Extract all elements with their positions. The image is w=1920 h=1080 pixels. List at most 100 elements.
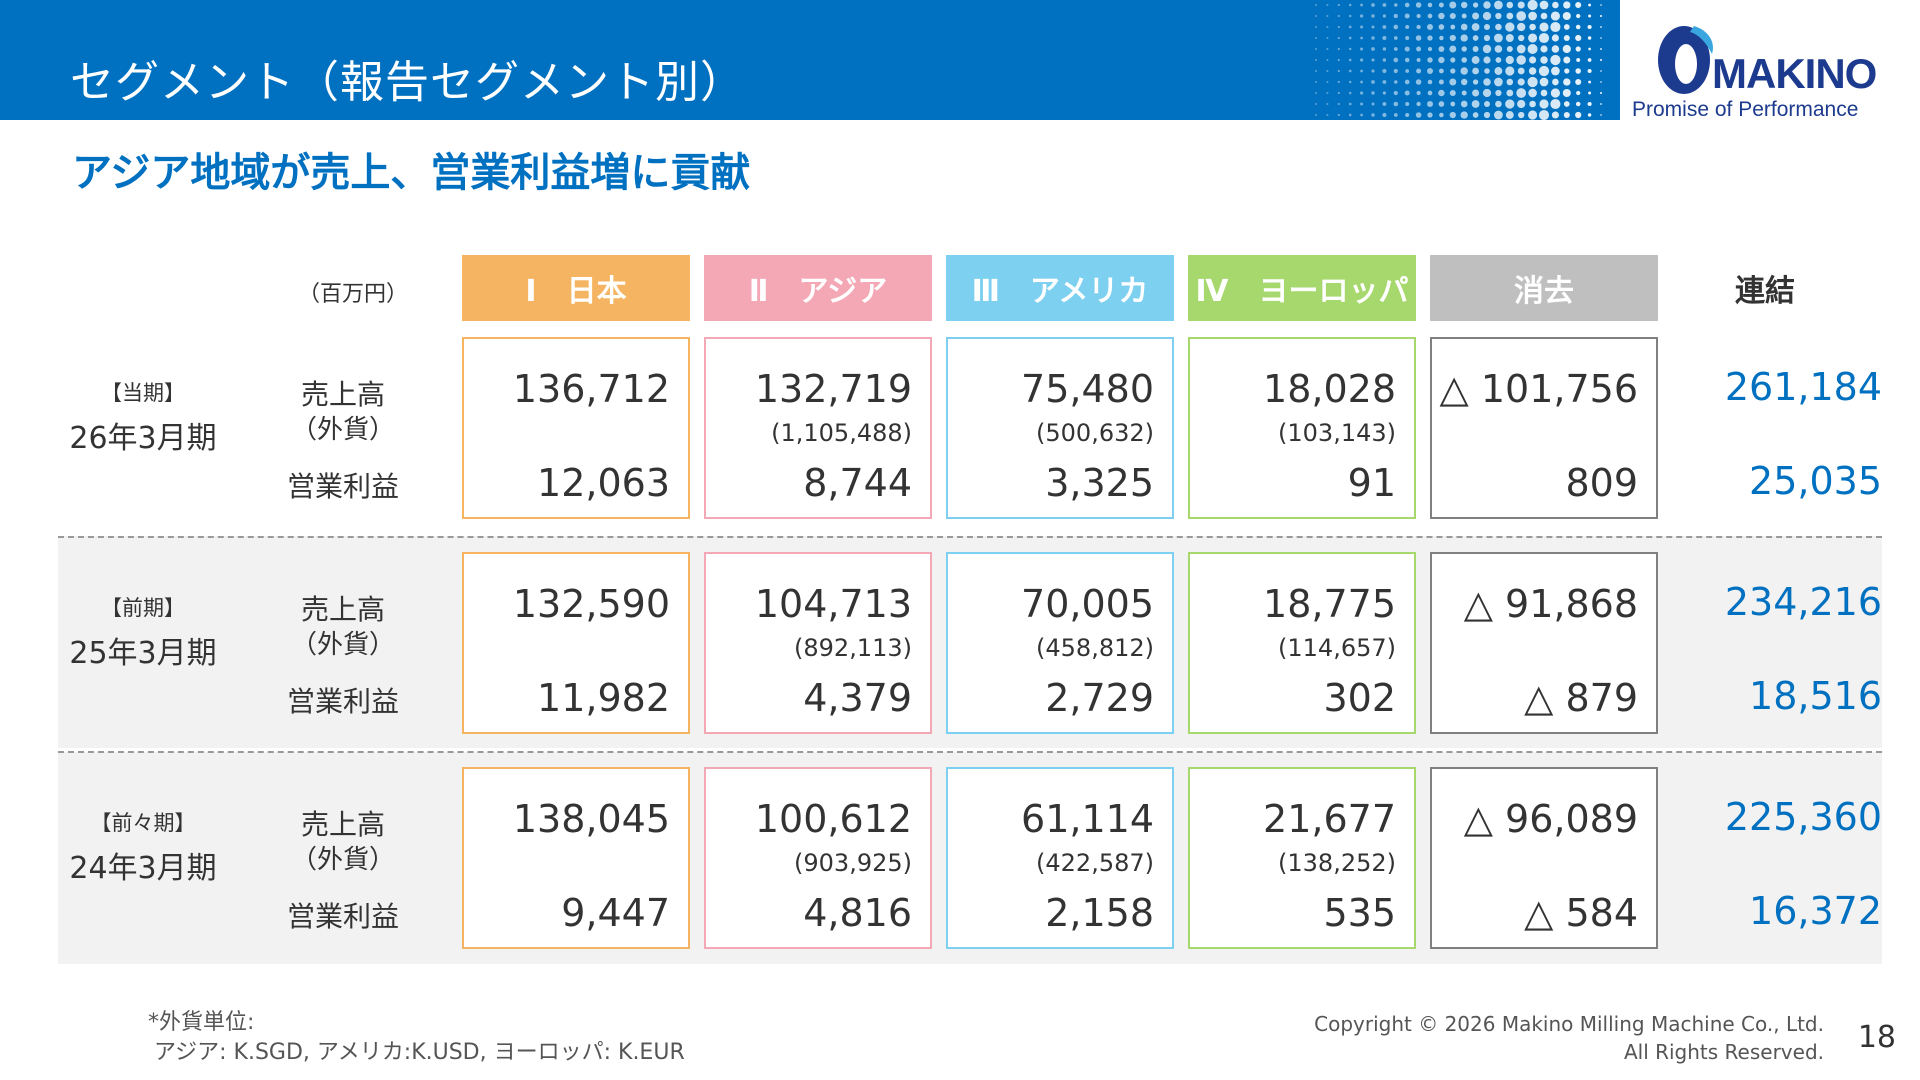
consolidated-sales-value: 225,360 [1724, 795, 1882, 839]
decor-dot [1528, 110, 1538, 120]
decor-dot [1416, 24, 1421, 30]
decor-dot [1483, 111, 1491, 119]
consolidated-sales-value: 234,216 [1724, 580, 1882, 624]
sales-value: △ 91,868 [1463, 582, 1638, 626]
decor-dot [1371, 80, 1375, 84]
decor-dot [1393, 101, 1399, 107]
segment-cell-japan: 132,590 11,982 [462, 552, 690, 734]
consolidated-operating-profit-value: 18,516 [1749, 674, 1882, 718]
column-header-america: Ⅲ アメリカ [946, 255, 1174, 321]
fx-sales-value: (138,252) [1278, 849, 1396, 877]
decor-dot [1382, 80, 1387, 84]
decor-dot [1471, 23, 1480, 31]
decor-dot [1348, 69, 1352, 73]
decor-dot [1562, 44, 1571, 54]
decor-dot [1539, 99, 1549, 109]
decor-dot [1588, 3, 1592, 7]
dot-pattern-decoration [1315, 0, 1603, 120]
copyright-rights: All Rights Reserved. [1623, 1040, 1824, 1064]
decor-dot [1529, 100, 1536, 108]
decor-dot [1599, 14, 1603, 18]
decor-dot [1449, 12, 1456, 20]
decor-dot [1360, 69, 1364, 73]
decor-dot [1575, 24, 1581, 30]
segment-cell-america: 61,114 (422,587) 2,158 [946, 767, 1174, 949]
decor-dot [1550, 54, 1561, 66]
decor-dot [1550, 21, 1561, 33]
decor-dot [1588, 91, 1592, 95]
decor-dot [1315, 92, 1317, 94]
decor-dot [1505, 111, 1514, 119]
decor-dot [1538, 32, 1550, 44]
segment-cell-europe: 18,028 (103,143) 91 [1188, 337, 1416, 519]
operating-profit-value: 2,158 [1045, 891, 1154, 935]
row-label-fx: （外貨） [290, 415, 395, 445]
decor-dot [1416, 58, 1421, 62]
decor-dot [1382, 25, 1387, 29]
decor-dot [1404, 57, 1410, 63]
decor-dot [1427, 112, 1433, 118]
decor-dot [1550, 98, 1561, 110]
decor-dot [1326, 92, 1329, 94]
decor-dot [1472, 12, 1480, 20]
decor-dot [1337, 102, 1340, 106]
decor-dot [1326, 15, 1329, 17]
footnote-title: *外貨単位: [148, 1010, 255, 1035]
decor-dot [1438, 89, 1445, 97]
decor-dot [1315, 59, 1317, 61]
period-tag: 【前期】 [101, 596, 185, 620]
operating-profit-value: 809 [1565, 461, 1638, 505]
decor-dot [1460, 111, 1468, 119]
decor-dot [1348, 58, 1352, 62]
decor-dot [1460, 67, 1468, 75]
decor-dot [1506, 12, 1514, 20]
decor-dot [1527, 0, 1538, 11]
decor-dot [1587, 24, 1592, 30]
decor-dot [1563, 24, 1570, 30]
decor-dot [1517, 22, 1526, 32]
decor-dot [1472, 112, 1479, 118]
fx-sales-value: (1,105,488) [771, 419, 912, 447]
decor-dot [1540, 56, 1548, 64]
decor-dot [1471, 56, 1480, 64]
decor-dot [1382, 47, 1387, 51]
decor-dot [1472, 67, 1480, 75]
decor-dot [1587, 113, 1592, 117]
decor-dot [1449, 89, 1456, 97]
consolidated-operating-profit-value: 25,035 [1749, 459, 1882, 503]
decor-dot [1337, 69, 1340, 73]
decor-dot [1450, 68, 1456, 74]
decor-dot [1599, 91, 1603, 95]
decor-dot [1326, 48, 1329, 50]
decor-dot [1371, 113, 1375, 117]
makino-emblem-icon [1658, 26, 1714, 94]
logo-tagline: Promise of Performance [1632, 98, 1859, 121]
decor-dot [1427, 2, 1433, 8]
decor-dot [1404, 13, 1410, 19]
decor-dot [1449, 111, 1456, 119]
decor-dot [1472, 89, 1480, 97]
decor-dot [1482, 88, 1492, 98]
decor-dot [1337, 3, 1340, 7]
copyright-line: Copyright © 2026 Makino Milling Machine … [1314, 1012, 1824, 1036]
decor-dot [1495, 57, 1502, 63]
decor-dot [1450, 24, 1456, 30]
decor-dot [1587, 68, 1592, 74]
decor-dot [1326, 103, 1329, 105]
decor-dot [1600, 4, 1602, 6]
decor-dot [1360, 3, 1364, 7]
decor-dot [1575, 1, 1582, 9]
decor-dot [1438, 79, 1444, 85]
decor-dot [1326, 59, 1329, 61]
decor-dot [1360, 80, 1364, 84]
decor-dot [1404, 2, 1410, 8]
decor-dot [1588, 80, 1592, 84]
sales-value: 136,712 [512, 367, 670, 411]
sales-value: 18,775 [1263, 582, 1396, 626]
decor-dot [1382, 91, 1387, 95]
decor-dot [1600, 37, 1602, 39]
decor-dot [1482, 44, 1492, 54]
decor-dot [1337, 14, 1340, 18]
sales-value: 21,677 [1263, 797, 1396, 841]
decor-dot [1483, 1, 1491, 9]
